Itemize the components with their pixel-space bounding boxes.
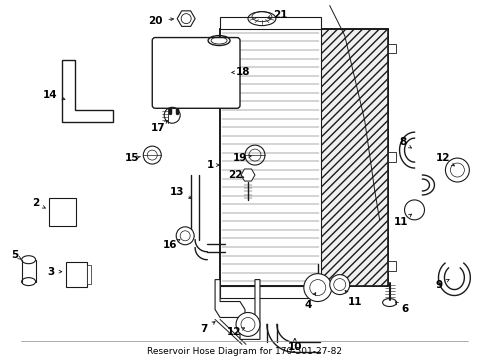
Text: 6: 6 (400, 305, 407, 315)
Text: 3: 3 (47, 267, 54, 276)
Circle shape (303, 274, 331, 302)
Text: 16: 16 (163, 240, 177, 250)
Text: 8: 8 (398, 137, 406, 147)
Circle shape (404, 200, 424, 220)
Text: Reservoir Hose Diagram for 170-501-27-82: Reservoir Hose Diagram for 170-501-27-82 (147, 347, 341, 356)
Bar (387, 152, 395, 162)
Bar (48, 198, 76, 226)
Circle shape (445, 158, 468, 182)
Text: 21: 21 (272, 10, 286, 20)
Text: 7: 7 (200, 324, 207, 334)
Bar (220, 28, 387, 285)
Text: 12: 12 (226, 327, 241, 337)
Bar (65, 262, 87, 287)
Text: 2: 2 (32, 198, 39, 208)
Polygon shape (61, 60, 113, 122)
Bar (387, 44, 395, 54)
Text: 14: 14 (43, 90, 58, 100)
Bar (220, 285, 320, 298)
Text: 15: 15 (125, 153, 139, 163)
Polygon shape (241, 169, 254, 181)
Text: 13: 13 (170, 187, 184, 197)
Text: 4: 4 (304, 300, 311, 310)
Bar (87, 265, 91, 284)
Polygon shape (320, 28, 387, 285)
Text: 9: 9 (435, 280, 442, 289)
Bar (220, 17, 320, 28)
Bar (387, 261, 395, 271)
Circle shape (236, 312, 260, 336)
Text: 1: 1 (206, 160, 213, 170)
Text: 17: 17 (151, 123, 165, 133)
Text: 11: 11 (393, 217, 408, 227)
FancyBboxPatch shape (152, 37, 240, 108)
Text: 5: 5 (11, 250, 18, 260)
Text: 10: 10 (287, 342, 302, 352)
Circle shape (329, 275, 349, 294)
Text: 18: 18 (235, 67, 250, 77)
Polygon shape (177, 11, 195, 26)
Text: 19: 19 (232, 153, 247, 163)
Text: 20: 20 (148, 15, 162, 26)
Text: 22: 22 (227, 170, 242, 180)
Circle shape (176, 227, 194, 245)
Text: 12: 12 (435, 153, 450, 163)
Polygon shape (215, 280, 260, 339)
Text: 11: 11 (347, 297, 361, 306)
